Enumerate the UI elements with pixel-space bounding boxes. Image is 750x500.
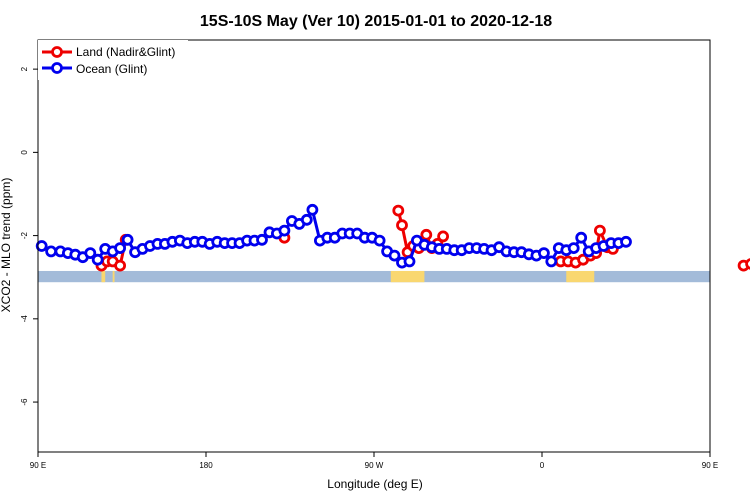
legend-box <box>38 40 188 80</box>
series-1-point-0-1 <box>45 245 57 258</box>
series-1-point-0-71 <box>567 242 580 255</box>
series-1-point-0-32 <box>278 224 291 237</box>
y-tick-label-2: -2 <box>20 231 29 239</box>
x-tick-label-1: 180 <box>199 461 213 470</box>
y-tick-label-4: -6 <box>20 398 29 406</box>
series-1-point-0-7 <box>91 253 104 266</box>
series-0-point-2-5 <box>420 228 433 241</box>
series-0-point-2-1 <box>396 219 408 232</box>
series-layer <box>35 203 750 272</box>
series-0-point-2-0 <box>392 204 405 217</box>
y-tick-label-1: 0 <box>20 150 29 155</box>
chart-title: 15S-10S May (Ver 10) 2015-01-01 to 2020-… <box>200 13 552 30</box>
series-1-point-0-78 <box>620 235 632 248</box>
x-tick-label-0: 90 E <box>30 461 46 470</box>
legend-label-land: Land (Nadir&Glint) <box>76 45 175 59</box>
series-1-point-0-45 <box>373 234 386 247</box>
x-tick-label-2: 90 W <box>365 461 384 470</box>
legend-swatch-ocean-marker <box>51 62 63 74</box>
series-1-point-0-11 <box>121 233 134 246</box>
x-axis: 90 E 180 90 W 0 90 E <box>30 452 718 470</box>
series-0-point-3-6 <box>594 224 606 237</box>
series-1-point-0-35 <box>300 213 313 226</box>
series-1-point-0-0 <box>35 240 48 252</box>
series-1-point-0-36 <box>306 203 319 216</box>
series-1-point-0-68 <box>545 255 558 268</box>
legend-label-ocean: Ocean (Glint) <box>76 62 147 76</box>
surface-band <box>38 270 710 283</box>
x-axis-label: Longitude (deg E) <box>327 477 422 491</box>
series-1-point-0-67 <box>538 247 550 260</box>
legend: Land (Nadir&Glint) Ocean (Glint) <box>38 40 188 80</box>
land-band-0 <box>101 270 106 283</box>
series-1-point-0-49 <box>403 255 416 268</box>
series-0-point-2-8 <box>437 230 450 243</box>
land-band-1 <box>112 270 115 283</box>
x-tick-label-3: 0 <box>540 461 545 470</box>
y-tick-label-3: -4 <box>20 315 29 323</box>
x-tick-label-4: 90 E <box>702 461 718 470</box>
series-1-point-0-72 <box>575 231 588 244</box>
legend-swatch-land-marker <box>51 46 63 58</box>
series-1-point-0-29 <box>256 233 268 246</box>
series-0-point-0-3 <box>114 259 126 272</box>
series-1-point-0-47 <box>388 249 401 262</box>
y-axis: 2 0 -2 -4 -6 <box>20 66 38 406</box>
series-0-point-4-1 <box>745 258 750 270</box>
series-1-point-0-10 <box>114 242 126 255</box>
land-band-3 <box>566 270 595 283</box>
y-axis-label: XCO2 - MLO trend (ppm) <box>0 178 13 313</box>
y-tick-label-0: 2 <box>20 66 29 71</box>
series-1-point-0-6 <box>84 247 97 260</box>
land-band-2 <box>390 270 425 283</box>
ocean-band <box>38 270 710 283</box>
